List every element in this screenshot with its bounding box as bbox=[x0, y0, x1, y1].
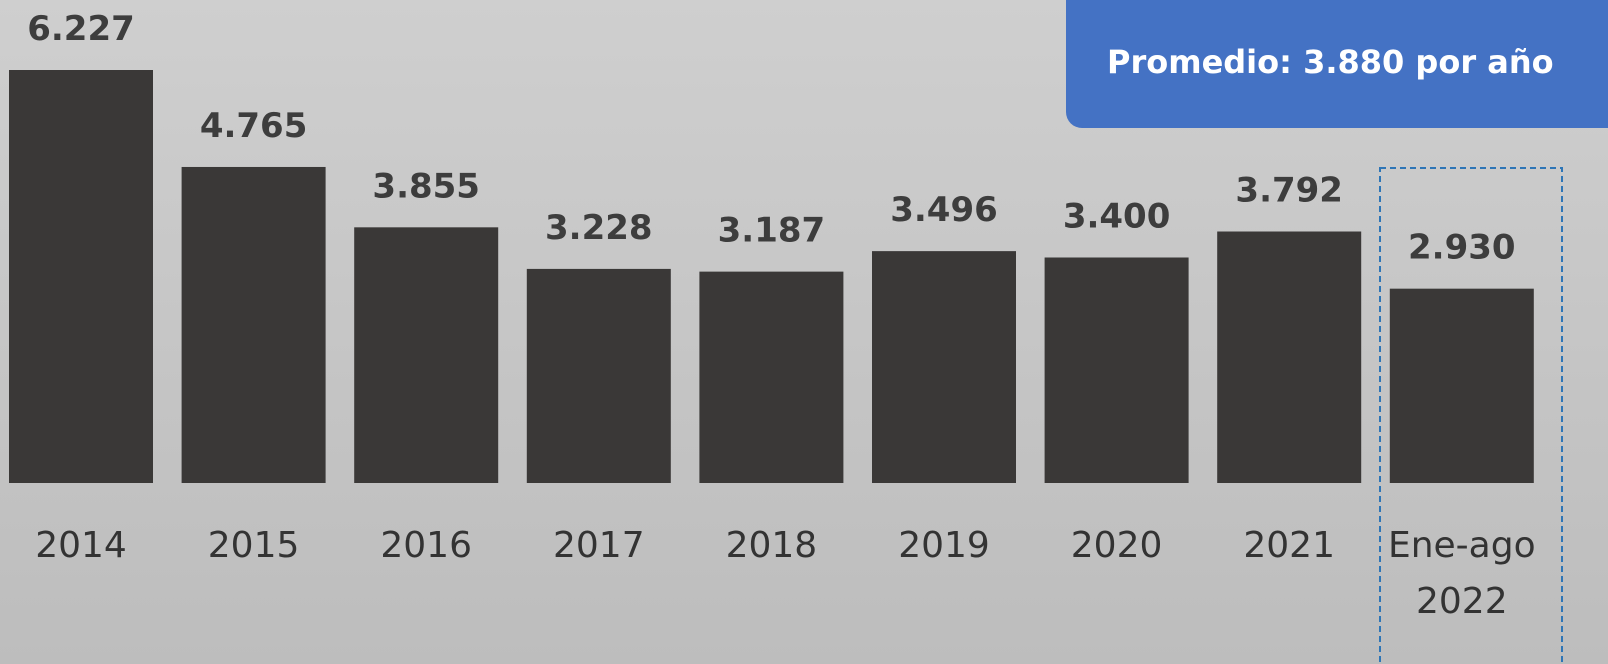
x-tick-label: Ene-ago 2022 bbox=[1387, 525, 1536, 622]
bar bbox=[354, 227, 499, 483]
highlight-frame bbox=[1379, 167, 1563, 664]
x-tick-label: 2020 bbox=[1070, 525, 1163, 566]
x-tick-label: 2016 bbox=[380, 525, 472, 566]
annotation-box bbox=[1066, 0, 1608, 128]
value-label: 4.765 bbox=[200, 106, 308, 146]
x-tick-label: 2017 bbox=[552, 525, 645, 566]
bar bbox=[1217, 231, 1362, 483]
bar bbox=[872, 251, 1016, 483]
bar bbox=[1389, 288, 1534, 483]
x-tick-label: 2015 bbox=[207, 525, 300, 566]
x-tick-label: 2018 bbox=[725, 525, 818, 566]
bar bbox=[526, 268, 671, 483]
x-tick-label: 2014 bbox=[35, 525, 127, 566]
value-label: 2.930 bbox=[1408, 228, 1516, 268]
value-label: 3.496 bbox=[890, 190, 998, 230]
annotation: Promedio: 3.880 por año bbox=[1107, 43, 1554, 81]
value-label: 3.855 bbox=[372, 166, 480, 206]
x-tick-label: 2021 bbox=[1243, 525, 1335, 566]
value-label: 3.792 bbox=[1235, 170, 1343, 210]
bar bbox=[1044, 257, 1189, 483]
value-label: 6.227 bbox=[27, 9, 135, 49]
value-label: 3.228 bbox=[545, 208, 653, 248]
bar bbox=[699, 271, 844, 483]
value-label: 3.187 bbox=[718, 211, 826, 251]
value-label: 3.400 bbox=[1063, 196, 1171, 236]
bar bbox=[9, 70, 153, 483]
bar bbox=[181, 166, 326, 483]
x-tick-label: 2019 bbox=[898, 525, 990, 566]
